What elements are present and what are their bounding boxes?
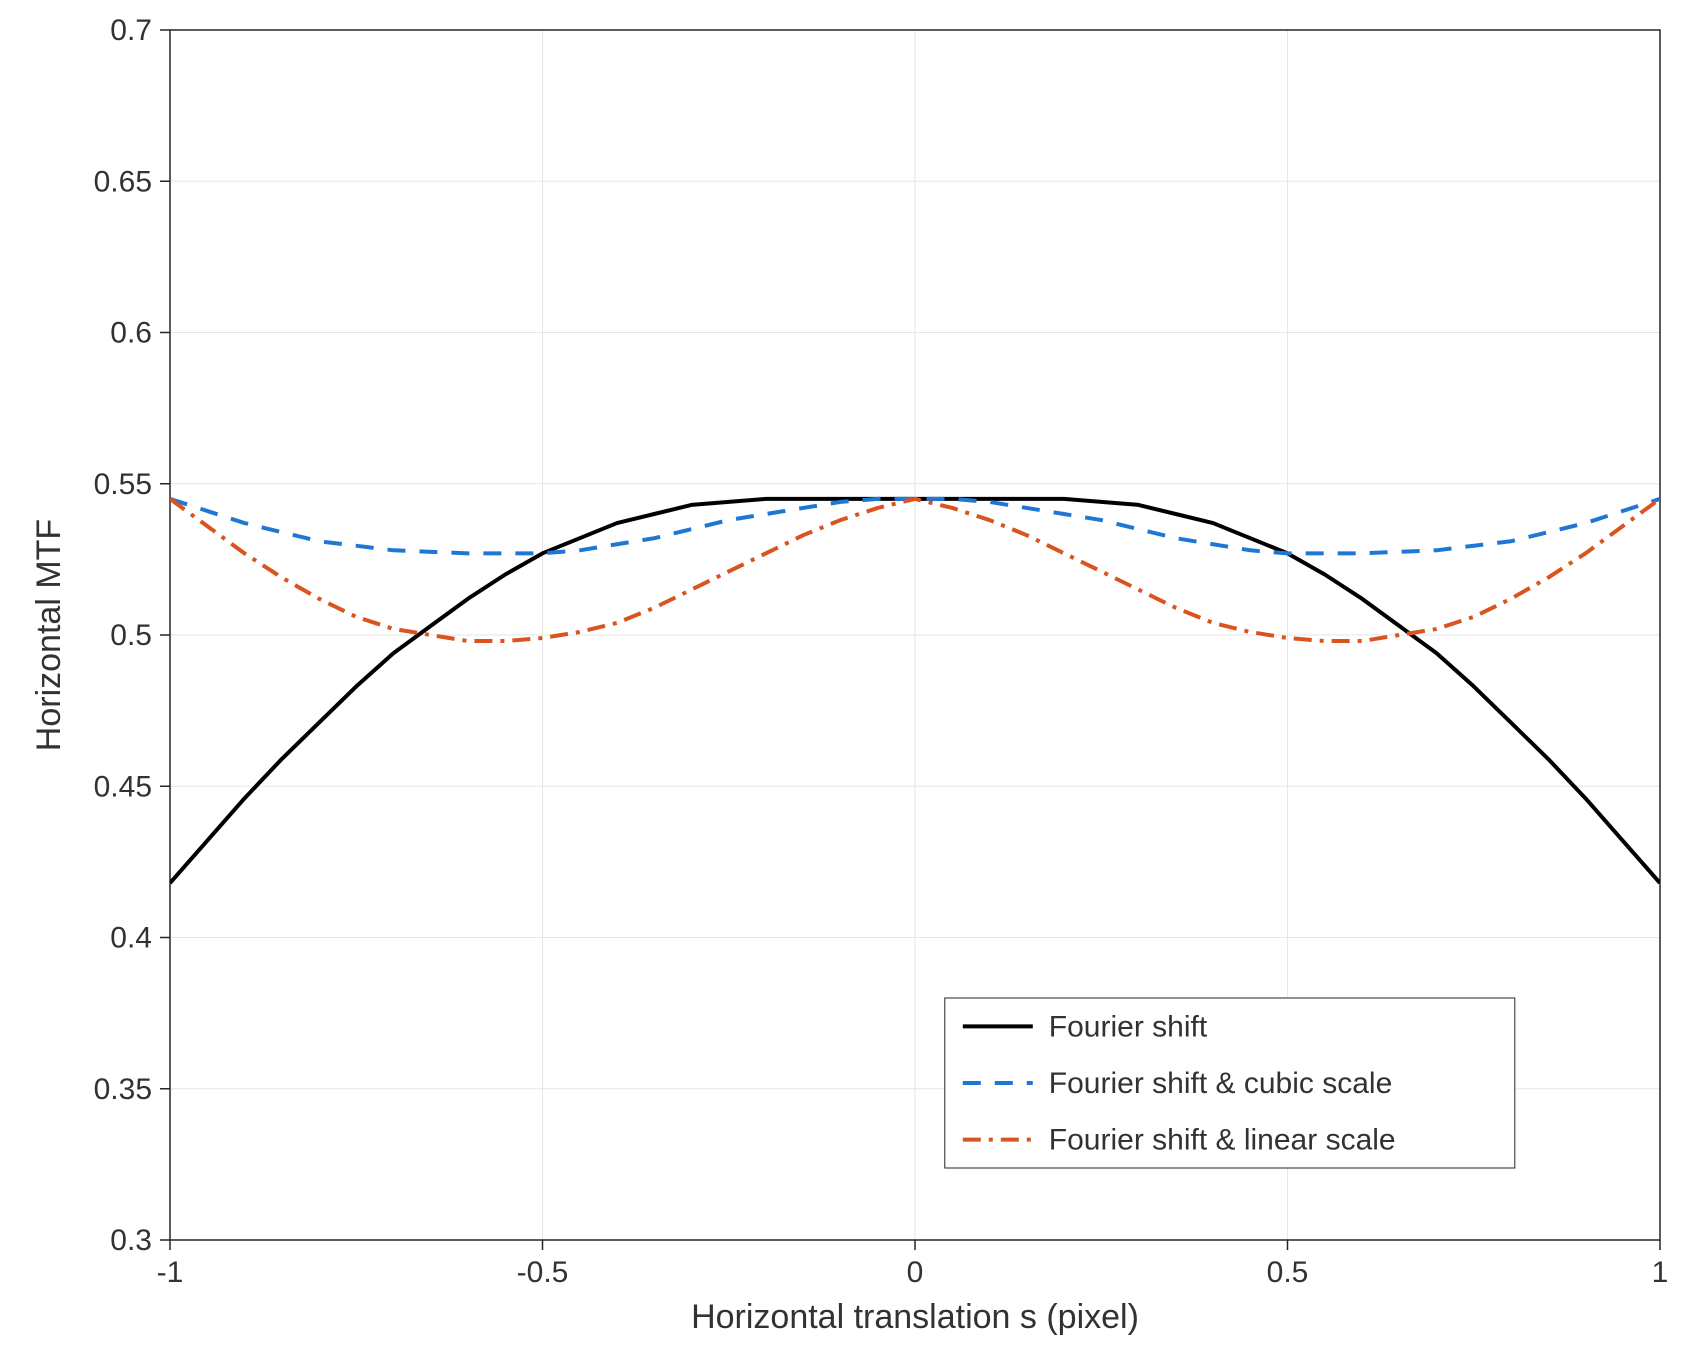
legend-label-fourier-shift: Fourier shift [1049, 1010, 1208, 1043]
chart-container: -1 -0.5 0 0.5 1 0.3 0.35 0.4 0.45 0.5 0.55 0.6 0.65 0… [0, 0, 1697, 1353]
ytick-label: 0.65 [94, 165, 152, 198]
ytick-label: 0.55 [94, 468, 152, 501]
legend: Fourier shift Fourier shift & cubic scale… [945, 998, 1515, 1168]
y-axis-label: Horizontal MTF [30, 519, 68, 751]
ytick-label: 0.45 [94, 770, 152, 803]
xtick-label: -0.5 [517, 1256, 569, 1289]
legend-label-fourier-linear: Fourier shift & linear scale [1049, 1124, 1396, 1157]
xtick-label: 0 [907, 1256, 924, 1289]
ytick-label: 0.7 [110, 14, 152, 47]
legend-label-fourier-cubic: Fourier shift & cubic scale [1049, 1067, 1392, 1100]
ytick-label: 0.5 [110, 619, 152, 652]
x-axis-label: Horizontal translation s (pixel) [691, 1298, 1139, 1336]
xtick-label: 0.5 [1267, 1256, 1309, 1289]
xtick-label: 1 [1652, 1256, 1669, 1289]
mtf-chart: -1 -0.5 0 0.5 1 0.3 0.35 0.4 0.45 0.5 0.55 0.6 0.65 0… [0, 0, 1697, 1353]
ytick-label: 0.35 [94, 1073, 152, 1106]
ytick-label: 0.4 [110, 922, 152, 955]
ytick-label: 0.3 [110, 1224, 152, 1257]
ytick-label: 0.6 [110, 317, 152, 350]
xtick-label: -1 [157, 1256, 184, 1289]
